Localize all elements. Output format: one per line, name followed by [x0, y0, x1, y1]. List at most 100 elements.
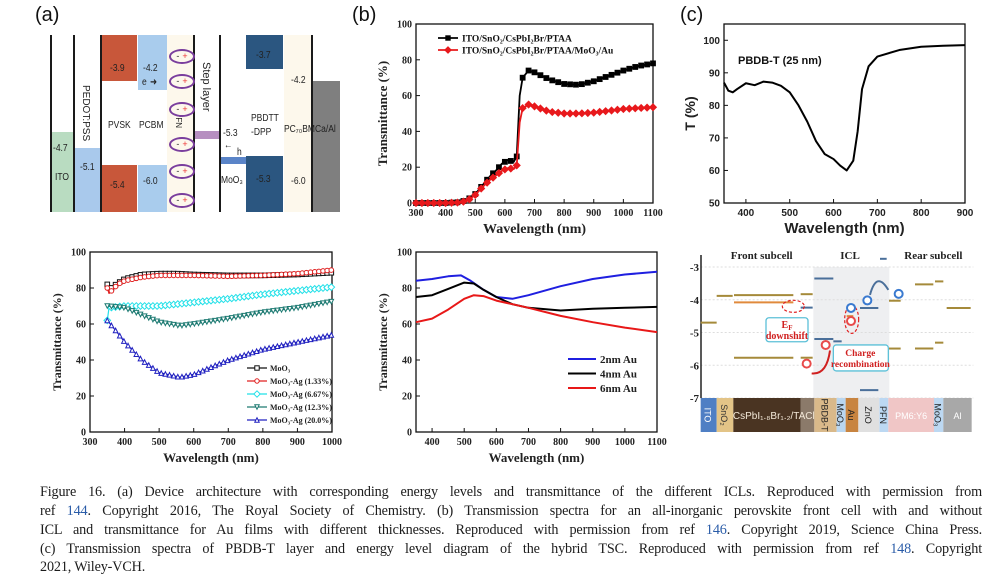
data-point [212, 317, 219, 325]
data-point [619, 104, 628, 114]
x-axis-label: Wavelength (nm) [163, 450, 259, 465]
data-point [108, 322, 115, 329]
y-axis-label: T (%) [682, 96, 698, 130]
y-tick-label: 80 [709, 101, 721, 112]
y-tick-label: 100 [397, 20, 412, 31]
data-point [253, 310, 260, 317]
divider [100, 35, 102, 212]
data-point [530, 102, 539, 111]
data-point [191, 370, 198, 377]
series-1 [411, 100, 658, 208]
x-tick-label: 600 [186, 437, 201, 448]
data-point [228, 355, 235, 362]
dipole-icon: - + [169, 49, 195, 64]
x-axis-label: Wavelength (nm) [489, 450, 585, 465]
x-tick-label: 900 [586, 208, 601, 219]
data-point [282, 341, 289, 348]
layer-block [858, 398, 880, 432]
data-point [435, 198, 444, 208]
data-point [207, 363, 215, 370]
dipole-icon: - + [169, 164, 195, 179]
electron-label: e [142, 77, 147, 88]
data-point [212, 362, 219, 369]
data-point [303, 336, 310, 343]
pc70bm-lumo-text: -4.2 [291, 75, 306, 86]
arrow-icon [811, 350, 831, 375]
dipole-icon: - + [169, 102, 195, 117]
x-tick-label: 1000 [615, 437, 635, 448]
data-point [133, 309, 140, 317]
data-point [241, 351, 248, 358]
x-tick-label: 500 [468, 208, 483, 219]
x-tick-label: 600 [825, 208, 842, 219]
chart-b-bottom: 400 500 600 700 800 900 1000 1100 0 20 40 60 80 100 Wa… [376, 248, 667, 466]
legend-label: 4nm Au [600, 369, 637, 381]
data-point [459, 197, 468, 206]
data-point [220, 358, 227, 365]
layer-label: MoO₃ [933, 403, 943, 427]
charge-carrier-icon [846, 316, 856, 327]
pcbm-label: PCBM [139, 120, 164, 131]
data-point [607, 106, 616, 115]
data-point [441, 198, 450, 208]
x-tick-label: 300 [409, 208, 424, 219]
data-point [542, 106, 551, 115]
pfn-block [167, 35, 193, 212]
series-line [723, 44, 966, 172]
pc70bm-homo-text: -6.0 [291, 176, 306, 187]
legend-label: ITO/SnO₂/CsPbI₂Br/PTAA [462, 35, 572, 45]
series-line [416, 62, 654, 204]
data-point [187, 321, 194, 328]
data-point [465, 195, 474, 204]
data-point [137, 311, 144, 318]
series-2 [415, 294, 658, 334]
y-tick-label: 60 [76, 320, 86, 331]
data-point [182, 372, 190, 379]
series-line [415, 294, 658, 334]
arrow-icon [869, 280, 890, 296]
data-point [501, 158, 508, 165]
data-point [549, 77, 556, 84]
x-tick-label: 900 [585, 437, 600, 448]
data-point [299, 304, 306, 311]
data-point [249, 349, 256, 356]
data-point [116, 304, 123, 311]
data-point [278, 307, 285, 314]
data-point [232, 314, 240, 321]
pvsk-homo-text: -5.4 [110, 180, 125, 191]
divider [219, 35, 221, 212]
data-point [579, 81, 585, 88]
legend-label: 2nm Au [600, 354, 637, 366]
pcbm-homo-text: -6.0 [143, 176, 158, 187]
y-tick-label: 100 [397, 248, 412, 259]
data-point [158, 369, 165, 376]
data-point [307, 302, 314, 309]
step-layer-level [195, 131, 219, 139]
arrow-left-icon: ← [224, 140, 233, 151]
data-point [104, 316, 111, 324]
divider [73, 35, 75, 212]
ref-link[interactable]: 148 [890, 541, 912, 557]
y-tick-label: 60 [709, 166, 721, 177]
data-point [488, 173, 498, 182]
x-tick-label: 800 [557, 208, 572, 219]
data-point [286, 305, 293, 313]
ref-link[interactable]: 144 [66, 503, 88, 519]
x-tick-label: 500 [152, 437, 167, 448]
data-point [224, 315, 231, 323]
callout-recombination: recombination [831, 360, 891, 370]
ref-link[interactable]: 146 [705, 522, 727, 538]
layer-label: Al [953, 411, 961, 421]
y-tick-label: 80 [76, 284, 86, 295]
layer-label: PM6:Y6 [895, 411, 927, 421]
x-tick-label: 800 [255, 437, 270, 448]
data-point [311, 301, 318, 309]
data-point [613, 105, 622, 114]
data-point [554, 108, 563, 117]
layer-block [700, 398, 717, 432]
data-point [141, 313, 148, 320]
data-point [116, 332, 123, 339]
step-layer-label: Step layer [200, 62, 212, 112]
data-point [254, 378, 260, 384]
data-point [249, 311, 256, 318]
